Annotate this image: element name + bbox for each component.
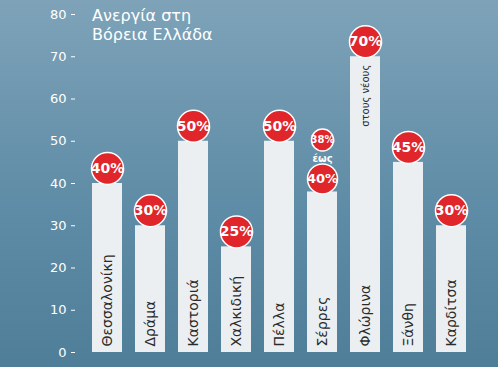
svg-text:70: 70 (50, 49, 67, 64)
svg-text:Θεσσαλονίκη: Θεσσαλονίκη (99, 254, 115, 346)
svg-text:60: 60 (50, 91, 67, 106)
svg-text:έως: έως (312, 153, 332, 164)
svg-text:Καστοριά: Καστοριά (185, 279, 201, 346)
svg-text:30: 30 (50, 218, 67, 233)
svg-text:70%: 70% (349, 33, 383, 49)
svg-text:50: 50 (50, 133, 67, 148)
svg-text:45%: 45% (392, 139, 426, 155)
svg-text:50%: 50% (177, 118, 211, 134)
svg-text:30%: 30% (134, 202, 168, 218)
svg-text:Σέρρες: Σέρρες (314, 297, 330, 347)
svg-text:Δράμα: Δράμα (142, 301, 158, 347)
svg-text:στους νέους: στους νέους (360, 65, 371, 127)
svg-text:20: 20 (50, 260, 67, 275)
svg-text:Ξάνθη: Ξάνθη (400, 303, 416, 346)
svg-text:25%: 25% (220, 223, 254, 239)
svg-text:Χαλκιδική: Χαλκιδική (228, 276, 244, 347)
svg-text:Φλώρινα: Φλώρινα (357, 285, 373, 347)
svg-text:0: 0 (58, 345, 66, 360)
svg-text:40%: 40% (91, 160, 125, 176)
svg-text:38%: 38% (311, 134, 335, 145)
html-text:Ανεργία στη Βόρεια Ελλάδα: Ανεργία στη Βόρεια Ελλάδα (92, 6, 213, 44)
svg-text:80: 80 (50, 7, 67, 22)
svg-text:40%: 40% (307, 171, 338, 186)
svg-text:30%: 30% (435, 202, 469, 218)
svg-text:10: 10 (50, 302, 67, 317)
svg-text:50%: 50% (263, 118, 297, 134)
svg-text:Καρδίτσα: Καρδίτσα (443, 279, 459, 346)
svg-text:Πέλλα: Πέλλα (271, 303, 287, 347)
svg-text:40: 40 (50, 176, 67, 191)
